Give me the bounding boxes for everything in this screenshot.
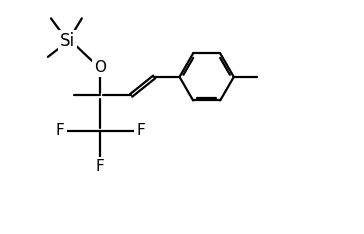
Text: F: F bbox=[96, 159, 105, 174]
Text: O: O bbox=[94, 60, 106, 75]
Text: Si: Si bbox=[60, 33, 75, 51]
Text: F: F bbox=[136, 123, 145, 138]
Text: F: F bbox=[56, 123, 64, 138]
